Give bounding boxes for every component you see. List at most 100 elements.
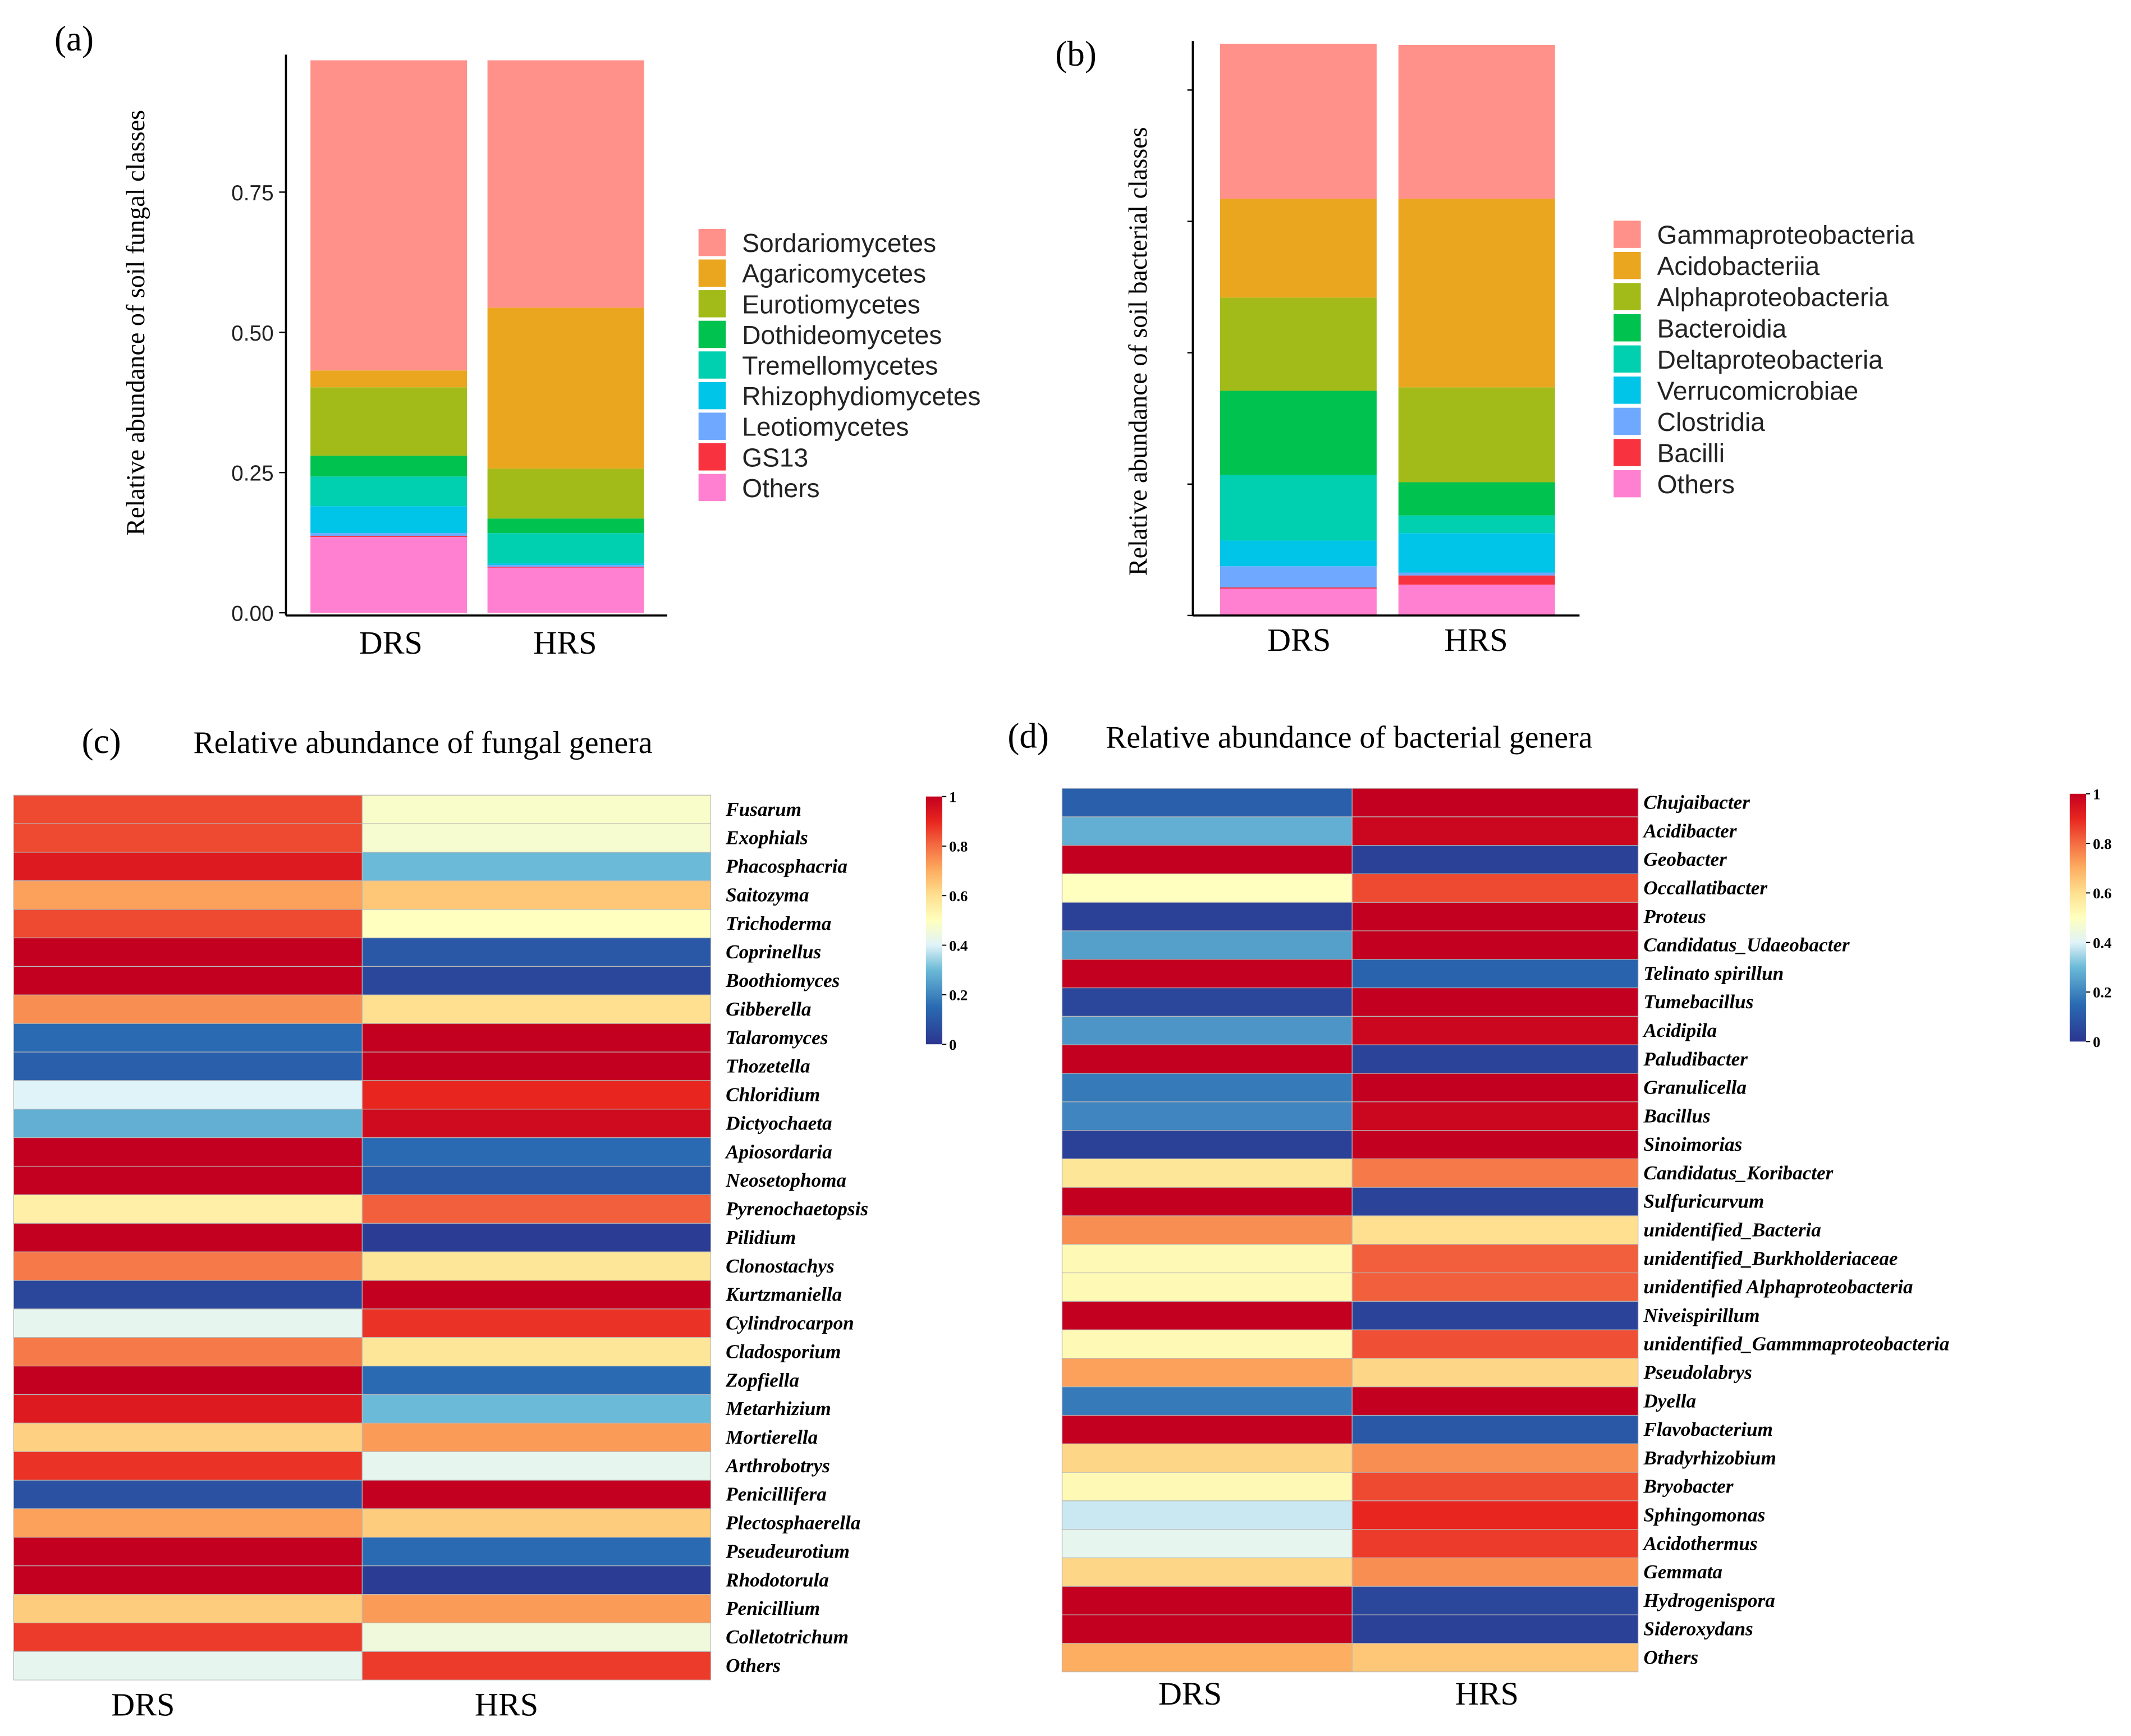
row-label: Others (1643, 1646, 1698, 1668)
heatmap-cell (1351, 1329, 1639, 1359)
heatmap-cell (1061, 1044, 1353, 1074)
legend-swatch (698, 443, 726, 471)
heatmap-cell (361, 1165, 712, 1196)
row-label: Rhodotorula (725, 1569, 829, 1591)
row-label: Gibberella (726, 998, 811, 1020)
bar-segment-gammaproteobacteria (1220, 43, 1377, 199)
heatmap-cell (1061, 816, 1353, 846)
heatmap-cell (361, 937, 712, 967)
column-label: DRS (1158, 1675, 1222, 1712)
legend-swatch (1614, 407, 1641, 435)
bar-segment-gs13 (310, 536, 468, 538)
heatmap-cell (1061, 959, 1353, 989)
heatmap-cell (361, 1337, 712, 1367)
legend-swatch (698, 412, 726, 440)
heatmap-cell (13, 1280, 363, 1310)
heatmap-cell (13, 994, 363, 1024)
heatmap-cell (1061, 845, 1353, 875)
legend-label: Tremellomycetes (742, 351, 938, 380)
row-label: Chujaibacter (1643, 792, 1750, 814)
heatmap-cell (361, 1137, 712, 1167)
panel-label: (c) (82, 722, 121, 761)
legend-label: Agaricomycetes (742, 259, 926, 288)
legend-label: GS13 (742, 443, 808, 472)
row-label: Bryobacter (1643, 1476, 1733, 1498)
colorbar-tick-label: 0.6 (949, 888, 968, 904)
heatmap-cell (1061, 873, 1353, 903)
heatmap-cell (1351, 1187, 1639, 1216)
row-label: Cladosporium (726, 1340, 841, 1362)
heatmap-cell (1351, 1443, 1639, 1473)
heatmap-cell (1351, 845, 1639, 875)
heatmap-cell (13, 966, 363, 995)
bar-segment-verrucomicrobiae (1220, 540, 1377, 567)
row-label: Kurtzmaniella (725, 1284, 842, 1306)
column-label: HRS (1455, 1675, 1519, 1712)
heatmap-cell (361, 823, 712, 853)
bar-segment-agaricomycetes (487, 307, 644, 469)
heatmap-cell (1351, 1643, 1639, 1673)
legend-label: Verrucomicrobiae (1657, 376, 1859, 405)
heatmap-cell (361, 1480, 712, 1509)
row-label: Bacillus (1643, 1105, 1710, 1127)
legend-label: Alphaproteobacteria (1657, 283, 1889, 312)
legend-label: Acidobacteriia (1657, 251, 1820, 281)
heatmap-cell (1061, 1016, 1353, 1045)
legend-label: Leotiomycetes (742, 412, 909, 442)
row-label: Talaromyces (726, 1027, 828, 1049)
heatmap-cell (13, 1394, 363, 1423)
colorbar-tick-label: 0.2 (949, 987, 968, 1004)
heatmap-cell (1061, 988, 1353, 1017)
heatmap-cell (13, 1622, 363, 1652)
legend-label: Eurotiomycetes (742, 290, 920, 319)
colorbar-tick-label: 0.4 (949, 937, 968, 954)
row-label: Pseudeurotium (725, 1540, 850, 1562)
heatmap-cell (1351, 1614, 1639, 1644)
heatmap-cell (361, 994, 712, 1024)
panel-b: (b) Relative abundance of soil bacterial… (1055, 34, 1914, 658)
row-label: Pyrenochaetopsis (725, 1198, 868, 1220)
row-label: Sphingomonas (1643, 1504, 1765, 1526)
row-label: Tumebacillus (1643, 991, 1753, 1013)
heatmap-cell (361, 1451, 712, 1481)
heatmap-cell (1061, 1643, 1353, 1673)
heatmap-cell (1061, 1244, 1353, 1274)
bar-segment-rhizophydiomycetes (487, 563, 644, 566)
heatmap-cell (1351, 988, 1639, 1017)
row-label: Boothiomyces (725, 970, 840, 991)
legend-label: Gammaproteobacteria (1657, 221, 1915, 250)
heatmap-cell (1061, 1414, 1353, 1444)
heatmap-cell (1351, 1129, 1639, 1159)
row-label: Pilidium (725, 1227, 796, 1248)
legend-swatch (1614, 251, 1641, 279)
heatmap-cell (361, 1508, 712, 1538)
row-label: Dictyochaeta (725, 1112, 832, 1134)
bar-segment-dothideomycetes (487, 518, 644, 534)
legend-swatch (698, 259, 726, 287)
row-label: Phacosphacria (725, 856, 847, 878)
bar-segment-others (1398, 584, 1555, 616)
colorbar-tick-label: 0.4 (2093, 934, 2111, 951)
row-label: unidentified Alphaproteobacteria (1643, 1276, 1913, 1298)
y-tick-label: 0.25 (231, 462, 274, 486)
heatmap-cell (1061, 1358, 1353, 1388)
heatmap-cell (1351, 1101, 1639, 1131)
row-label: Mortierella (725, 1426, 818, 1448)
heatmap-cell (1351, 1158, 1639, 1188)
row-label: Pseudolabrys (1643, 1362, 1752, 1384)
panel-c: (c) Relative abundance of fungal genera … (13, 722, 968, 1723)
heatmap-cell (13, 852, 363, 881)
heatmap-cell (1061, 902, 1353, 931)
heatmap-cell (1061, 1329, 1353, 1359)
heatmap-cell (1351, 1529, 1639, 1559)
heatmap-cell (361, 852, 712, 881)
heatmap-cell (361, 1023, 712, 1053)
legend-swatch (1614, 221, 1641, 248)
y-tick-label: 0.00 (231, 602, 274, 626)
panel-label: (b) (1055, 34, 1097, 74)
legend-label: Bacilli (1657, 439, 1725, 468)
row-label: Niveispirillum (1643, 1305, 1759, 1326)
heatmap-cell (361, 1422, 712, 1452)
heatmap-cell (1061, 1073, 1353, 1103)
heatmap-cell (1061, 1215, 1353, 1245)
